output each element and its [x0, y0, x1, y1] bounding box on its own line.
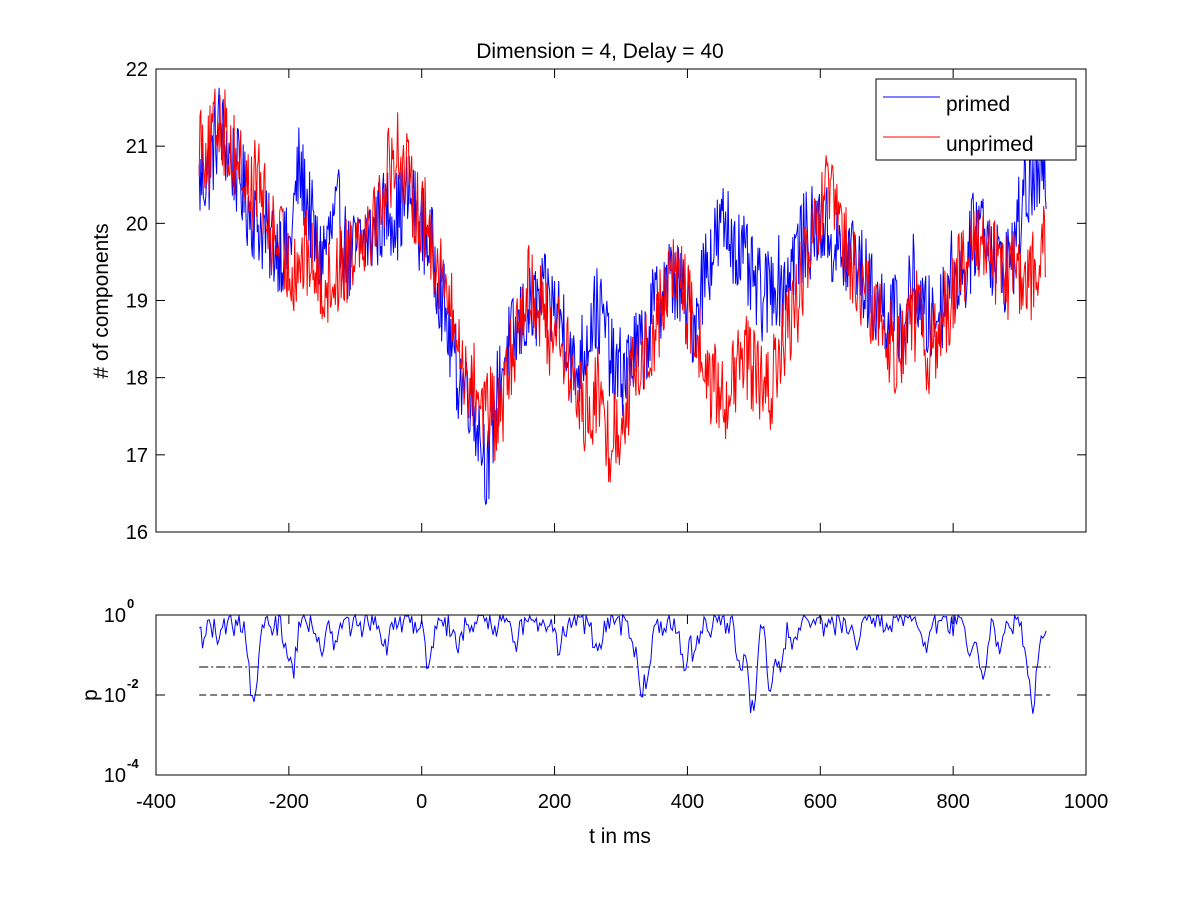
bottom-y-tick-exponent: 0	[127, 596, 134, 611]
top-y-tick-label: 17	[126, 445, 148, 467]
bottom-x-tick-label: 1000	[1064, 791, 1109, 813]
top-y-tick-label: 20	[126, 213, 148, 235]
series-line-unprimed	[198, 88, 1047, 483]
bottom-x-tick-label: -400	[136, 791, 176, 813]
top-y-ticks: 16 17 18 19 20 21 22	[126, 59, 1086, 544]
p-value-line	[198, 613, 1047, 714]
bottom-x-ticks: -400 -200 0 200 400 600 800 1000	[136, 615, 1108, 813]
bottom-y-tick-label: 10	[104, 685, 126, 707]
bottom-y-tick-exponent: -4	[127, 756, 139, 771]
legend-box	[875, 78, 1077, 161]
top-plot: Dimension = 4, Delay = 40 16 17 18 19 20 21 22…	[90, 40, 1087, 544]
bottom-x-tick-label: 800	[936, 791, 969, 813]
bottom-y-axis-label: p	[79, 689, 102, 701]
bottom-x-tick-label: 0	[416, 791, 427, 813]
top-y-axis-label: # of components	[90, 223, 113, 378]
top-series-layer	[198, 87, 1047, 506]
bottom-y-tick-label: 10	[104, 765, 126, 787]
bottom-y-tick-exponent: -2	[127, 676, 139, 691]
legend-label-primed: primed	[946, 93, 1010, 116]
legend-label-unprimed: unprimed	[946, 133, 1034, 156]
legend: primed unprimed	[875, 78, 1077, 161]
bottom-x-tick-label: 400	[671, 791, 704, 813]
top-y-tick-label: 19	[126, 291, 148, 313]
chart-title: Dimension = 4, Delay = 40	[476, 40, 723, 63]
bottom-series-layer	[198, 613, 1051, 714]
top-x-ticks	[155, 69, 1087, 532]
bottom-x-tick-label: 200	[538, 791, 571, 813]
bottom-x-tick-label: -200	[269, 791, 309, 813]
bottom-y-tick-label: 10	[104, 605, 126, 627]
bottom-x-axis-label: t in ms	[589, 825, 651, 848]
top-y-tick-label: 18	[126, 368, 148, 390]
top-y-tick-label: 22	[126, 59, 148, 81]
top-y-tick-label: 21	[126, 136, 148, 158]
bottom-x-tick-label: 600	[804, 791, 837, 813]
top-y-tick-label: 16	[126, 522, 148, 544]
